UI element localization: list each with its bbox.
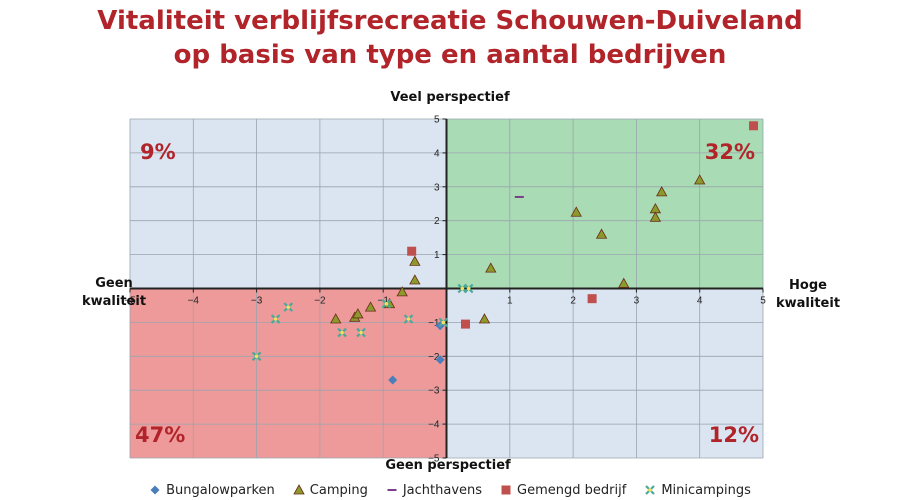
- data-point-camping: [485, 262, 497, 273]
- quadrant-label-bottom-right: 12%: [709, 423, 759, 447]
- axis-label-left: Geen kwaliteit: [82, 275, 146, 311]
- axis-label-right-line-1: Hoge: [789, 278, 827, 293]
- axis-label-left-line-2: kwaliteit: [82, 294, 147, 309]
- legend-label-jachthavens: Jachthavens: [402, 482, 483, 498]
- legend-item-camping: Camping: [293, 483, 368, 498]
- x-tick-label: 3: [634, 296, 640, 307]
- y-tick-label: −3: [428, 386, 440, 397]
- data-point-camping: [396, 286, 408, 297]
- y-tick-label: 2: [434, 216, 440, 227]
- legend-label-gemengd-bedrijf: Gemengd bedrijf: [517, 482, 627, 498]
- chart-title: Vitaliteit verblijfsrecreatie Schouwen-D…: [0, 4, 900, 72]
- data-point-minicampings: [283, 302, 294, 312]
- legend-item-bungalowparken: Bungalowparken: [149, 483, 275, 498]
- quadrant-label-top-right: 32%: [705, 140, 755, 164]
- quadrant-bottom-left: [130, 288, 447, 458]
- legend-label-camping: Camping: [309, 482, 368, 498]
- x-tick-label: −4: [188, 296, 200, 307]
- data-point-camping: [409, 274, 421, 285]
- y-tick-label: −5: [428, 454, 440, 465]
- data-point-minicampings: [337, 327, 347, 338]
- y-tick-label: 3: [434, 182, 440, 193]
- legend-label-minicampings: Minicampings: [661, 482, 751, 498]
- y-tick-label: −4: [428, 420, 440, 431]
- data-point-gemengd-bedrijf: [749, 121, 759, 131]
- data-point-minicampings: [463, 283, 474, 294]
- data-point-bungalowparken: [388, 375, 398, 385]
- quadrant-top-right: [446, 119, 763, 289]
- legend-label-bungalowparken: Bungalowparken: [166, 482, 275, 498]
- x-tick-label: 2: [570, 296, 576, 307]
- data-point-camping: [694, 174, 706, 185]
- data-point-minicampings: [270, 314, 281, 324]
- data-point-gemengd-bedrijf: [587, 294, 597, 304]
- data-point-camping: [409, 255, 421, 266]
- data-point-camping: [330, 313, 342, 324]
- y-tick-label: 5: [434, 115, 440, 126]
- data-point-camping: [649, 211, 662, 222]
- x-tick-label: 5: [760, 296, 766, 307]
- legend-item-jachthavens: Jachthavens: [386, 483, 482, 498]
- quadrant-label-bottom-left: 47%: [135, 423, 185, 447]
- x-tick-label: −3: [251, 296, 263, 307]
- legend-symbol-gemengd-bedrijf: [501, 485, 511, 495]
- axis-label-right: Hoge kwaliteit: [776, 277, 840, 313]
- data-point-gemengd-bedrijf: [460, 319, 470, 329]
- legend-marker-bungalowparken: [150, 485, 160, 495]
- x-tick-label: −5: [124, 296, 136, 307]
- x-tick-label: 4: [697, 296, 703, 307]
- axis-label-top: Veel perspectief: [390, 90, 510, 105]
- data-point-camping: [656, 186, 668, 197]
- data-point-minicampings: [251, 351, 262, 362]
- data-point-minicampings: [438, 317, 449, 328]
- chart-title-line-1: Vitaliteit verblijfsrecreatie Schouwen-D…: [97, 6, 803, 36]
- legend-marker-gemengd-bedrijf: [501, 485, 511, 495]
- quadrant-label-top-left: 9%: [140, 140, 176, 164]
- data-point-camping: [364, 301, 377, 312]
- y-tick-label: 4: [434, 148, 440, 159]
- data-point-camping: [478, 313, 491, 324]
- x-tick-label: 1: [507, 296, 513, 307]
- legend-item-minicampings: Minicampings: [644, 483, 751, 498]
- legend-symbol-bungalowparken: [150, 485, 160, 495]
- chart-legend: Bungalowparken Camping Jachthavens Gemengd …: [0, 480, 900, 500]
- axis-label-bottom: Geen perspectief: [385, 458, 511, 473]
- x-tick-label: −2: [314, 296, 326, 307]
- legend-marker-camping: [293, 484, 305, 495]
- y-tick-label: −2: [428, 352, 440, 363]
- axis-label-left-line-1: Geen: [95, 276, 133, 291]
- quadrant-bottom-right: [446, 288, 763, 458]
- data-point-minicampings: [356, 327, 366, 338]
- data-point-bungalowparken: [435, 355, 445, 365]
- data-point-camping: [595, 228, 608, 239]
- y-tick-label: 1: [434, 250, 440, 261]
- data-point-minicampings: [381, 298, 392, 309]
- data-point-camping: [570, 206, 582, 217]
- legend-marker-jachthavens: [387, 489, 397, 491]
- legend-symbol-minicampings: [645, 485, 656, 495]
- chart-title-line-2: op basis van type en aantal bedrijven: [173, 40, 727, 70]
- data-point-camping: [618, 277, 630, 288]
- quadrant-top-left: [130, 119, 447, 289]
- legend-symbol-camping: [293, 484, 305, 495]
- legend-marker-minicampings: [645, 485, 656, 495]
- axis-label-right-line-2: kwaliteit: [776, 296, 841, 311]
- data-point-camping: [352, 308, 364, 319]
- legend-item-gemengd-bedrijf: Gemengd bedrijf: [500, 483, 626, 498]
- data-point-minicampings: [403, 314, 414, 324]
- y-tick-label: −1: [428, 318, 440, 329]
- data-point-gemengd-bedrijf: [407, 246, 417, 256]
